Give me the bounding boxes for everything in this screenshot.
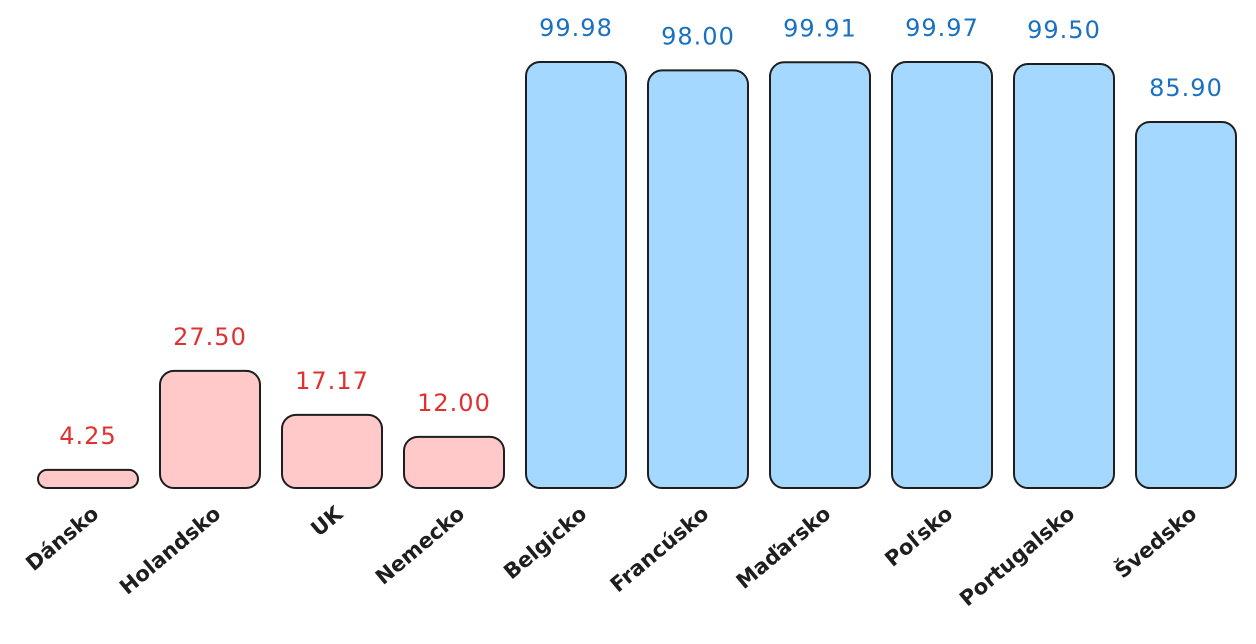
value-label: 4.25: [59, 422, 116, 450]
x-tick-label: Nemecko: [371, 501, 469, 589]
x-tick-label: Poľsko: [880, 501, 957, 571]
x-tick-label: Portugalsko: [955, 501, 1079, 611]
bar: [891, 61, 993, 490]
bar: [37, 468, 139, 490]
value-label: 99.97: [905, 14, 979, 42]
x-tick-label: Belgicko: [499, 501, 591, 584]
x-tick-label: Dánsko: [21, 501, 103, 575]
value-label: 17.17: [295, 367, 369, 395]
value-label: 98.00: [661, 22, 735, 50]
bar: [403, 435, 505, 490]
value-label: 12.00: [417, 389, 491, 417]
x-tick-label: Holandsko: [115, 501, 225, 599]
bar: [647, 69, 749, 489]
bar: [769, 61, 871, 490]
bar: [281, 413, 383, 489]
value-label: 85.90: [1149, 74, 1223, 102]
x-tick-label: Švedsko: [1110, 501, 1201, 583]
value-label: 99.50: [1027, 16, 1101, 44]
x-tick-label: Francúsko: [606, 501, 714, 597]
value-label: 99.98: [539, 14, 613, 42]
x-tick-label: Maďarsko: [732, 501, 835, 593]
bar: [1013, 63, 1115, 490]
bar: [1135, 120, 1237, 489]
bar: [525, 61, 627, 489]
bar: [159, 369, 261, 489]
x-tick-label: UK: [306, 501, 348, 541]
value-label: 27.50: [173, 323, 247, 351]
value-label: 99.91: [783, 14, 857, 42]
